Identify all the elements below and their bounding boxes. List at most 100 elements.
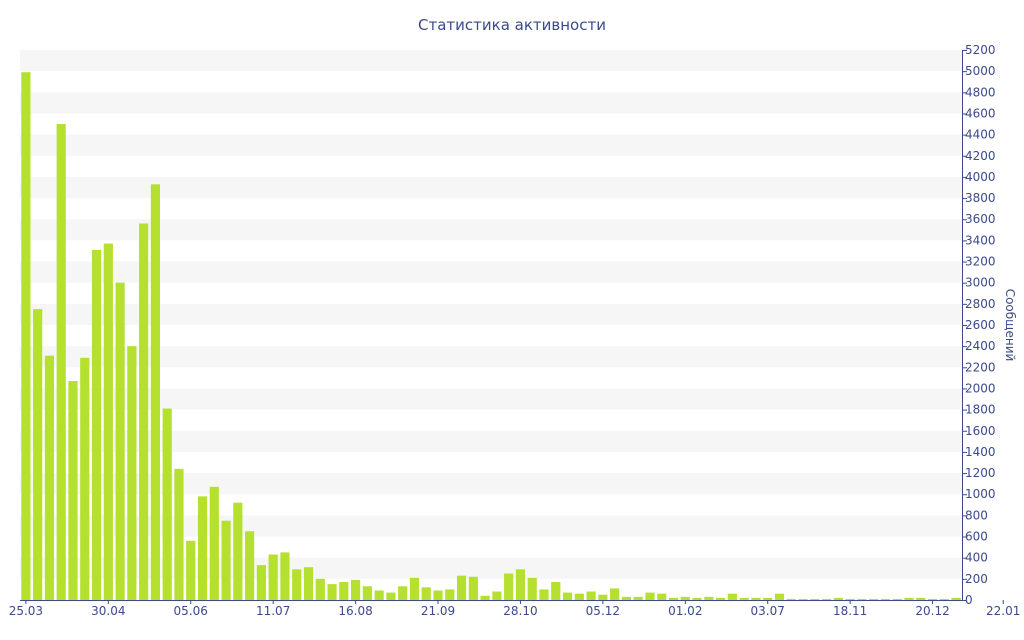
bar — [527, 577, 537, 600]
bar — [786, 598, 796, 600]
bar — [339, 582, 349, 600]
x-tick-label: 21.09 — [421, 604, 455, 618]
bar — [492, 591, 502, 600]
bar — [221, 520, 231, 600]
bar — [209, 486, 219, 600]
bar — [916, 597, 926, 600]
bar — [845, 598, 855, 600]
grid-band — [20, 388, 962, 410]
x-tick-label: 03.07 — [751, 604, 785, 618]
y-tick-label: 4800 — [965, 85, 996, 99]
y-tick-label: 400 — [965, 551, 988, 565]
bar — [456, 575, 467, 600]
bar — [586, 591, 596, 600]
bar — [174, 468, 184, 600]
chart-title: Статистика активности — [418, 16, 606, 34]
bar — [292, 569, 302, 600]
bar — [33, 309, 43, 600]
bar — [857, 598, 867, 600]
bar — [150, 184, 160, 600]
y-tick-label: 3400 — [965, 233, 996, 247]
y-tick-label: 2600 — [965, 318, 996, 332]
bar — [692, 597, 702, 600]
grid-band — [20, 219, 962, 241]
bar — [892, 598, 902, 600]
bar — [645, 592, 655, 600]
bar — [551, 582, 561, 600]
x-tick-label: 16.08 — [338, 604, 372, 618]
grid-band — [20, 430, 962, 452]
bar — [280, 552, 290, 600]
grid-band — [20, 346, 962, 368]
y-tick-label: 200 — [965, 572, 988, 586]
bar — [421, 587, 431, 600]
bar — [763, 597, 773, 600]
bar — [598, 594, 608, 600]
grid-band — [20, 557, 962, 579]
bar — [409, 577, 420, 600]
bar — [939, 598, 949, 600]
bar — [386, 592, 396, 600]
y-tick-label: 3800 — [965, 191, 996, 205]
bar — [657, 593, 667, 600]
y-tick-label: 2800 — [965, 297, 996, 311]
bar — [610, 588, 620, 600]
grid-band — [20, 515, 962, 537]
bar — [833, 597, 843, 600]
y-tick-label: 4400 — [965, 128, 996, 142]
bar — [80, 357, 90, 600]
x-tick-label: 25.03 — [9, 604, 43, 618]
bar — [233, 502, 243, 600]
y-tick-label: 5200 — [965, 43, 996, 57]
x-tick-label: 18.11 — [833, 604, 867, 618]
bar — [433, 590, 443, 600]
bar — [374, 590, 384, 600]
bar — [504, 573, 514, 600]
bar — [21, 72, 31, 600]
y-tick-label: 2200 — [965, 360, 996, 374]
bar — [303, 567, 314, 600]
x-tick-label: 01.02 — [668, 604, 702, 618]
bar — [562, 592, 573, 600]
grid-band — [20, 92, 962, 114]
y-tick-label: 2400 — [965, 339, 996, 353]
grid-band — [20, 473, 962, 495]
y-ticks: 0 200 400 600 800 1000 1200 1400 1600 1800 2000 220… — [962, 43, 996, 607]
x-tick-label: 20.12 — [915, 604, 949, 618]
x-tick-label: 11.07 — [256, 604, 290, 618]
bar — [197, 496, 208, 600]
bar — [927, 598, 938, 600]
bar — [268, 554, 278, 600]
bar — [327, 584, 337, 600]
bar — [810, 598, 820, 600]
y-tick-label: 1800 — [965, 403, 996, 417]
bar — [44, 355, 55, 600]
bar — [727, 593, 737, 600]
bar — [127, 346, 137, 600]
bar — [904, 597, 914, 600]
bar — [621, 596, 631, 600]
bar — [362, 586, 372, 600]
y-tick-label: 3200 — [965, 255, 996, 269]
grid-band — [20, 176, 962, 199]
bar — [539, 589, 549, 600]
y-tick-label: 0 — [965, 593, 973, 607]
bar — [245, 531, 255, 600]
y-tick-label: 1200 — [965, 466, 996, 480]
bar — [716, 597, 726, 600]
grid-band — [20, 303, 962, 325]
bar — [398, 586, 408, 600]
y-tick-label: 5000 — [965, 64, 996, 78]
bar — [574, 593, 584, 600]
y-tick-label: 1000 — [965, 487, 996, 501]
y-axis-label: Сообщений — [1003, 289, 1017, 362]
x-tick-label: 22.01 — [986, 604, 1020, 618]
y-tick-label: 4600 — [965, 106, 996, 120]
y-tick-label: 1400 — [965, 445, 996, 459]
y-tick-label: 4200 — [965, 149, 996, 163]
x-ticks: 25.03 30.04 05.06 11.07 16.08 21.09 28.10 05.12… — [9, 600, 1020, 618]
grid-band — [20, 50, 962, 72]
x-tick-label: 05.12 — [586, 604, 620, 618]
y-tick-label: 3000 — [965, 276, 996, 290]
